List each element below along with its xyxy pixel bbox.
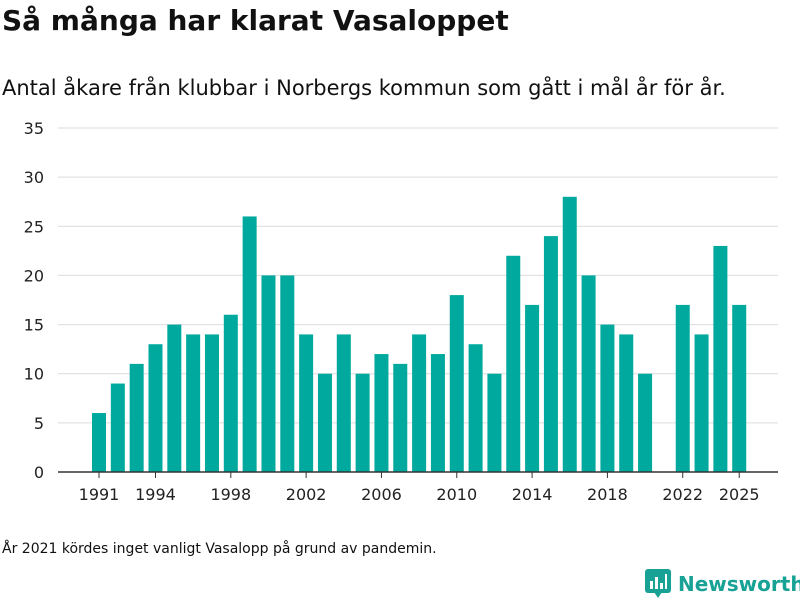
x-tick-label: 2010: [436, 485, 477, 504]
bar-2014: [525, 304, 540, 472]
y-tick-label: 5: [34, 414, 44, 433]
newsworthy-logo-icon: [645, 569, 671, 598]
x-tick-label: 2022: [662, 485, 703, 504]
bar-2003: [317, 373, 332, 472]
bar-1994: [148, 344, 163, 472]
bar-2017: [581, 275, 596, 472]
bar-2010: [449, 295, 464, 472]
bar-1993: [129, 363, 144, 472]
y-tick-label: 0: [34, 463, 44, 482]
bar-2022: [675, 304, 690, 472]
chart-title: Så många har klarat Vasaloppet: [2, 4, 509, 37]
bar-1997: [204, 334, 219, 472]
bar-2015: [543, 236, 558, 472]
bar-1995: [167, 324, 182, 472]
bar-1999: [242, 216, 257, 472]
bar-2013: [506, 255, 521, 472]
x-tick-label: 1991: [79, 485, 120, 504]
bar-2019: [619, 334, 634, 472]
chart-subtitle: Antal åkare från klubbar i Norbergs komm…: [2, 76, 726, 100]
y-tick-label: 35: [24, 119, 44, 138]
bar-2001: [280, 275, 295, 472]
x-tick-label: 2025: [719, 485, 760, 504]
bar-2005: [355, 373, 370, 472]
bar-2020: [638, 373, 653, 472]
x-tick-label: 2002: [286, 485, 327, 504]
footnote: År 2021 kördes inget vanligt Vasalopp på…: [2, 541, 437, 557]
bar-2016: [562, 196, 577, 473]
y-tick-label: 10: [24, 365, 44, 384]
y-tick-label: 20: [24, 266, 44, 285]
bars: [92, 196, 747, 473]
bar-2023: [694, 334, 709, 472]
x-tick-label: 1994: [135, 485, 176, 504]
y-axis-ticks: 0 5 10 15 20 25 30 35: [24, 119, 44, 482]
brand-logo: Newsworthy: [645, 568, 800, 600]
bar-2009: [430, 354, 445, 472]
bar-2024: [713, 245, 728, 472]
bar-1998: [223, 314, 238, 472]
bar-2008: [412, 334, 427, 472]
bar-1991: [92, 413, 106, 472]
bar-2011: [468, 344, 483, 472]
bar-2025: [732, 304, 747, 472]
bar-1996: [186, 334, 201, 472]
x-axis-ticks: 1991 1994 1998 2002 2006 2010 2014 2018 2022 2025: [79, 472, 760, 504]
brand-name: Newsworthy: [678, 572, 800, 596]
bar-1992: [110, 383, 125, 472]
bar-2000: [261, 275, 276, 472]
y-tick-label: 15: [24, 316, 44, 335]
x-tick-label: 2014: [512, 485, 553, 504]
x-tick-label: 2018: [587, 485, 628, 504]
x-tick-label: 2006: [361, 485, 402, 504]
bar-2002: [299, 334, 314, 472]
bar-2007: [393, 363, 408, 472]
bar-2004: [336, 334, 351, 472]
y-tick-label: 30: [24, 168, 44, 187]
bar-2006: [374, 354, 389, 472]
y-tick-label: 25: [24, 217, 44, 236]
bar-2018: [600, 324, 615, 472]
bar-2012: [487, 373, 502, 472]
x-tick-label: 1998: [210, 485, 251, 504]
